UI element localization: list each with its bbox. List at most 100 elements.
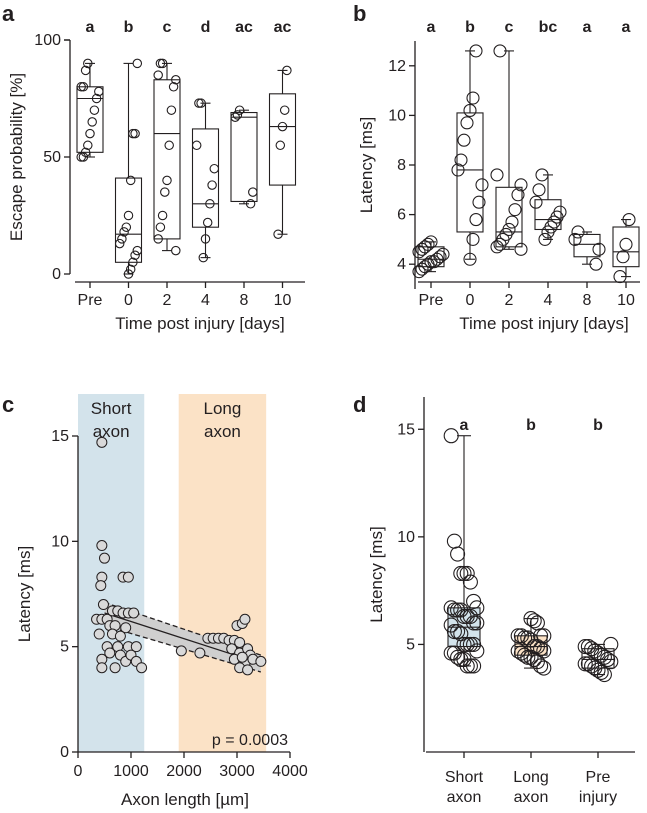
data-point	[123, 269, 134, 279]
panel-label-c: c	[2, 392, 14, 417]
y-tick-label: 5	[60, 639, 69, 656]
data-point	[232, 110, 243, 120]
y-tick-label: 0	[52, 266, 61, 283]
data-point	[157, 58, 168, 69]
data-point	[451, 163, 465, 177]
p-value-annotation: p = 0.0003	[212, 732, 288, 749]
data-point	[171, 245, 181, 256]
significance-letter: a	[583, 19, 592, 36]
data-point	[125, 264, 136, 275]
data-point	[239, 613, 251, 625]
data-point	[520, 649, 536, 665]
data-point	[153, 234, 163, 244]
x-tick-label: 10	[617, 292, 635, 309]
data-point	[273, 229, 283, 239]
band-label: Long	[204, 399, 242, 418]
data-point	[130, 250, 140, 261]
data-point	[91, 93, 102, 104]
data-point	[454, 153, 468, 167]
data-point	[462, 658, 478, 674]
significance-letter: c	[505, 19, 514, 36]
data-point	[505, 215, 519, 229]
data-point	[450, 623, 466, 640]
data-point	[104, 647, 116, 659]
significance-letter: ac	[235, 19, 253, 36]
data-point	[511, 188, 525, 202]
data-point	[85, 128, 95, 139]
data-point	[248, 187, 258, 197]
data-point	[114, 238, 125, 249]
data-point	[453, 565, 469, 581]
data-point	[600, 651, 616, 668]
data-point	[99, 552, 110, 564]
data-point	[462, 574, 478, 590]
panel-d-latency-by-axon-group: 5 10 15 Short axon a Long axon b Pre injury b Latenc…	[367, 397, 635, 806]
data-point	[166, 105, 177, 115]
y-tick-label: 6	[397, 207, 406, 224]
data-point	[529, 195, 543, 209]
data-point	[603, 654, 619, 670]
data-point	[96, 662, 108, 674]
data-point	[234, 636, 246, 648]
data-point	[78, 82, 89, 92]
x-tick-label: 2	[163, 292, 172, 309]
data-point	[589, 257, 603, 271]
y-axis-label: Escape probability [%]	[7, 73, 26, 241]
data-point	[514, 178, 528, 192]
y-tick-label: 50	[43, 149, 61, 166]
data-point	[275, 140, 286, 151]
data-point	[78, 152, 89, 162]
significance-letter: b	[465, 19, 475, 36]
significance-letter: bc	[539, 19, 558, 36]
x-tick-label: 4000	[272, 763, 308, 780]
significance-letter: a	[460, 417, 469, 434]
significance-letter: b	[593, 417, 603, 434]
data-point	[466, 658, 482, 674]
data-point	[80, 147, 91, 158]
panel-b-latency-chart: 4 6 8 10 12 Pre a 0 b 2 c 4 bc 8 a 10 a Latency [ms] Time …	[357, 19, 640, 333]
box-iqr	[456, 112, 484, 233]
confidence-band	[104, 602, 261, 672]
y-axis-label: Latency [ms]	[15, 546, 34, 642]
box-iqr	[76, 86, 104, 153]
y-tick-label: 5	[406, 636, 415, 653]
data-point	[119, 227, 129, 237]
x-tick-label: injury	[579, 789, 617, 806]
y-tick-label: 100	[34, 32, 61, 49]
data-point	[469, 615, 485, 631]
data-point	[114, 630, 126, 642]
data-point	[616, 250, 630, 264]
x-tick-label: Pre	[586, 769, 611, 786]
panel-label-d: d	[353, 392, 366, 417]
data-point	[424, 235, 438, 249]
data-point	[83, 58, 93, 69]
x-tick-label: 8	[240, 292, 249, 309]
data-point	[553, 205, 567, 219]
data-point	[469, 643, 485, 659]
x-tick-label: 4	[201, 292, 210, 309]
data-point	[164, 140, 174, 151]
data-point	[472, 195, 486, 209]
significance-letter: a	[427, 19, 436, 36]
box-iqr	[230, 111, 258, 203]
data-point	[421, 237, 435, 251]
data-point	[533, 658, 549, 674]
data-point	[198, 252, 209, 263]
data-point	[255, 655, 267, 667]
panel-c-axon-length-scatter: Short axon Long axon 0 5 10 15 0 1000 2000 3000 4000…	[15, 394, 308, 809]
data-point	[619, 237, 633, 251]
data-point	[450, 546, 466, 562]
data-point	[200, 234, 211, 244]
data-point	[446, 533, 462, 549]
significance-letter: d	[201, 19, 211, 36]
x-tick-label: 0	[74, 763, 83, 780]
data-point	[466, 91, 480, 105]
box-iqr	[612, 226, 640, 268]
band-label: axon	[93, 422, 130, 441]
data-point	[517, 647, 533, 663]
data-point	[535, 168, 549, 182]
box-iqr	[191, 128, 220, 228]
data-point	[97, 599, 109, 611]
y-tick-label: 10	[51, 533, 69, 550]
